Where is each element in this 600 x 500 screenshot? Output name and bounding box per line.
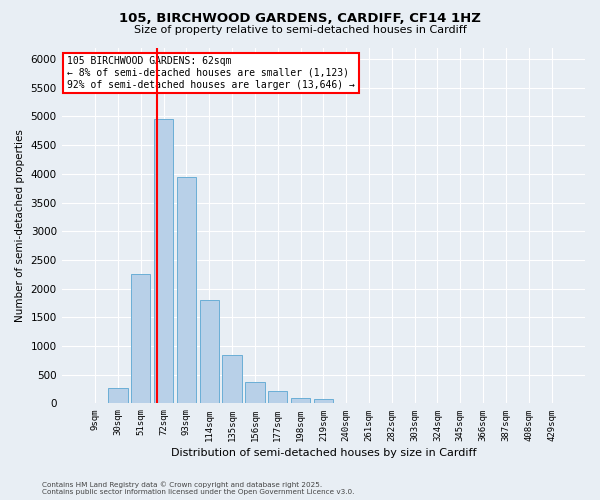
Bar [177,176,196,404]
Text: 105 BIRCHWOOD GARDENS: 62sqm
← 8% of semi-detached houses are smaller (1,123)
92: 105 BIRCHWOOD GARDENS: 62sqm ← 8% of sem… [67,56,355,90]
Bar [291,398,310,404]
Text: Contains HM Land Registry data © Crown copyright and database right 2025.: Contains HM Land Registry data © Crown c… [42,481,322,488]
Y-axis label: Number of semi-detached properties: Number of semi-detached properties [15,129,25,322]
Text: 105, BIRCHWOOD GARDENS, CARDIFF, CF14 1HZ: 105, BIRCHWOOD GARDENS, CARDIFF, CF14 1H… [119,12,481,26]
Bar [268,392,287,404]
Text: Contains public sector information licensed under the Open Government Licence v3: Contains public sector information licen… [42,489,355,495]
Bar [223,354,242,404]
Bar [154,120,173,404]
X-axis label: Distribution of semi-detached houses by size in Cardiff: Distribution of semi-detached houses by … [170,448,476,458]
Bar [245,382,265,404]
Bar [131,274,151,404]
Bar [200,300,219,404]
Bar [314,400,333,404]
Bar [108,388,128,404]
Text: Size of property relative to semi-detached houses in Cardiff: Size of property relative to semi-detach… [134,25,466,35]
